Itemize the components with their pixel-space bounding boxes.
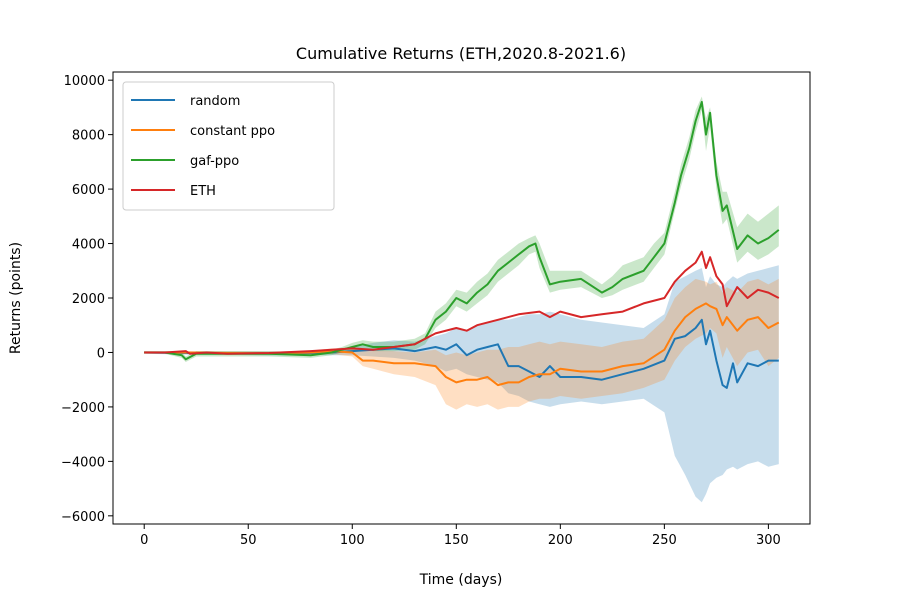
- band-constant-ppo: [144, 278, 779, 410]
- y-tick-label: 6000: [72, 183, 105, 198]
- x-tick-label: 0: [140, 533, 148, 548]
- band-gaf-ppo: [144, 96, 779, 362]
- x-tick-label: 300: [756, 533, 781, 548]
- line-eth: [144, 250, 780, 355]
- band-random: [144, 265, 779, 503]
- y-axis-ticks: −6000 −4000 −2000 0 2000 4000 6000 8000 10000: [61, 74, 113, 525]
- line-gaf-ppo: [144, 101, 780, 361]
- y-tick-label: 4000: [72, 238, 105, 253]
- legend-label-eth: ETH: [190, 184, 216, 199]
- x-tick-label: 100: [340, 533, 365, 548]
- y-tick-label: 0: [97, 346, 105, 361]
- line-constant-ppo: [144, 302, 780, 387]
- y-tick-label: −4000: [61, 455, 105, 470]
- legend-label-random: random: [190, 94, 240, 109]
- x-tick-label: 250: [652, 533, 677, 548]
- y-tick-label: −2000: [61, 401, 105, 416]
- y-tick-label: 8000: [72, 129, 105, 144]
- x-tick-label: 150: [444, 533, 469, 548]
- x-tick-label: 50: [240, 533, 257, 548]
- y-tick-label: −6000: [61, 510, 105, 525]
- x-tick-label: 200: [548, 533, 573, 548]
- confidence-bands: [144, 96, 779, 503]
- legend-box: [122, 81, 335, 211]
- chart-title: Cumulative Returns (ETH,2020.8-2021.6): [296, 44, 626, 63]
- y-tick-label: 2000: [72, 292, 105, 307]
- y-axis-label: Returns (points): [8, 242, 24, 354]
- series-lines: [144, 101, 780, 389]
- x-axis-ticks: 0 50 100 150 200 250 300: [140, 524, 781, 548]
- y-tick-label: 10000: [64, 74, 105, 89]
- x-axis-label: Time (days): [419, 572, 503, 588]
- legend: random constant ppo gaf-ppo ETH: [122, 81, 335, 211]
- legend-label-gaf-ppo: gaf-ppo: [190, 154, 239, 169]
- legend-label-constant-ppo: constant ppo: [190, 124, 275, 139]
